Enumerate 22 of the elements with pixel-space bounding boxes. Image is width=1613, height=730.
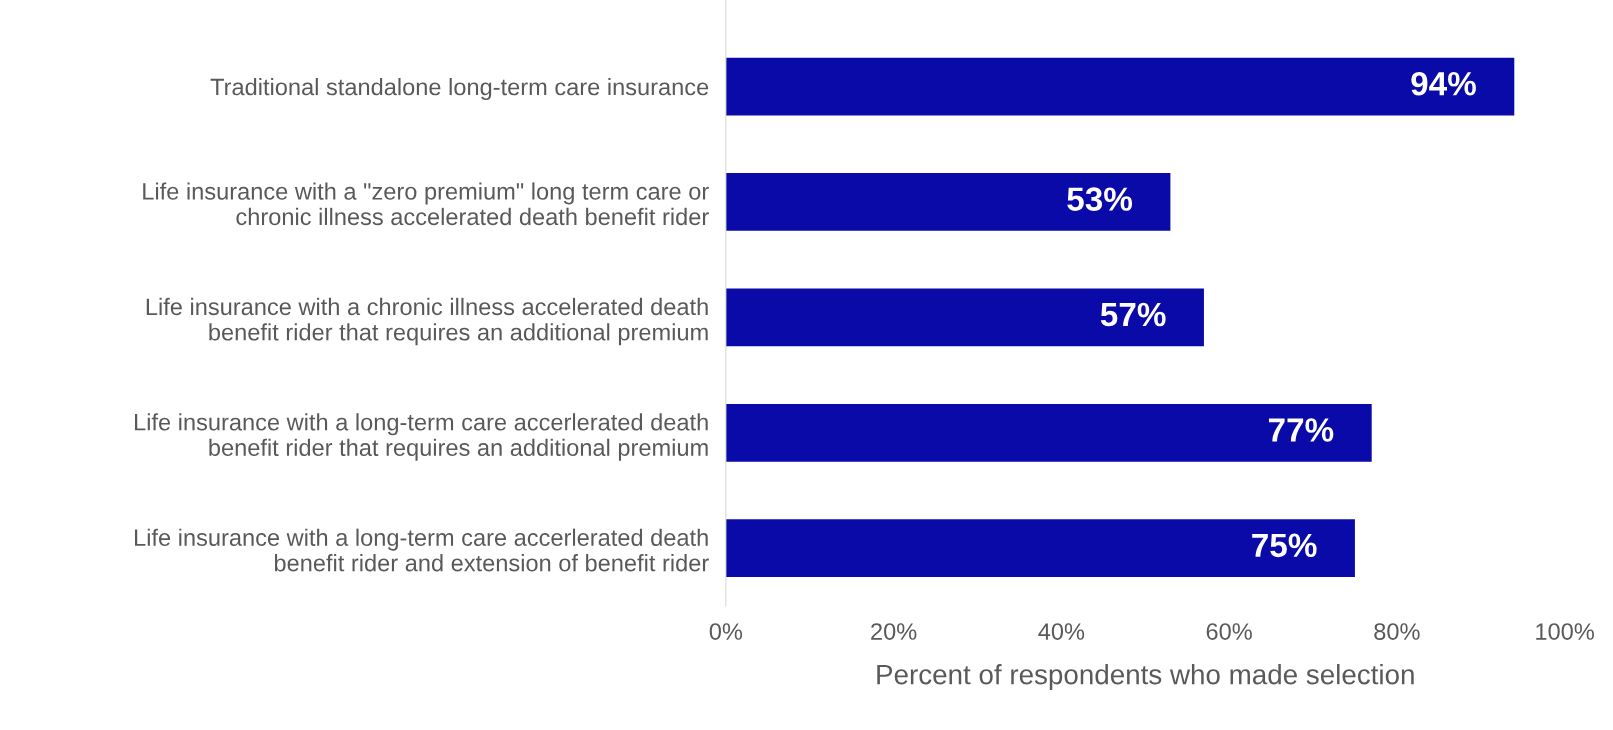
x-tick-label: 20% <box>871 623 917 640</box>
data-label: 75% <box>1252 533 1317 558</box>
bar <box>725 403 1372 462</box>
x-tick-label: 80% <box>1374 623 1420 640</box>
bar <box>725 173 1171 231</box>
data-label: 53% <box>1067 187 1133 211</box>
y-tick-label: Life insurance with a chronic illness accelerated death benefit rider that requires an additional premium <box>146 297 708 346</box>
bar <box>725 57 1515 116</box>
x-axis-title: Percent of respondents who made selection <box>877 664 1414 690</box>
x-tick-label: 100% <box>1536 623 1594 640</box>
bar <box>725 288 1204 347</box>
x-tick-label: 40% <box>1038 623 1085 640</box>
data-label: 77% <box>1268 418 1334 442</box>
bar <box>725 519 1355 578</box>
x-tick-label: 60% <box>1206 623 1252 640</box>
y-tick-label: Life insurance with a long-term care accerlerated death benefit rider that requires an additional premium <box>135 413 708 461</box>
y-tick-label: Life insurance with a "zero premium" long term care or chronic illness accelerated death benefit rider <box>143 182 709 226</box>
data-label: 94% <box>1411 71 1476 96</box>
y-tick-label: Life insurance with a long-term care accerlerated death benefit rider and extension of benefit rider <box>135 528 709 572</box>
data-label: 57% <box>1100 302 1166 327</box>
x-tick-label: 0% <box>709 623 743 640</box>
y-tick-label: Traditional standalone long-term care insurance <box>210 78 709 101</box>
